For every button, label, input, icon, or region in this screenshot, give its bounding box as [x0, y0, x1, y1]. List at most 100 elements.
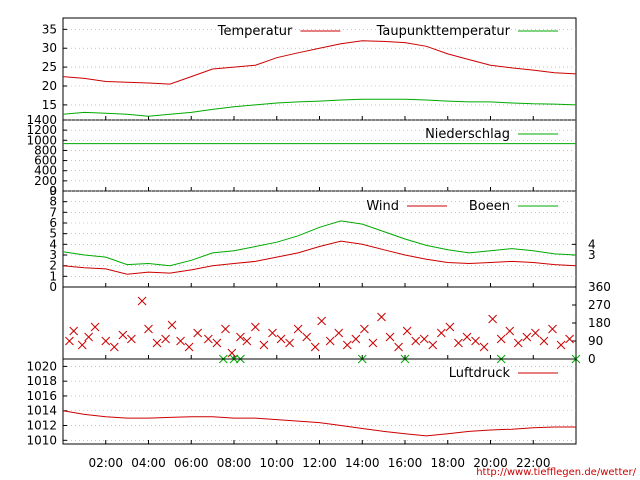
data-point — [285, 338, 294, 348]
data-point — [90, 322, 100, 332]
panel-wind-direction: 0 90 180 270 360 — [62, 280, 611, 366]
credit-link[interactable]: http://www.tiefflegen.de/wetter/ — [476, 467, 636, 478]
data-point — [268, 328, 277, 338]
data-point — [419, 334, 429, 344]
y-right-tick-label: 360 — [588, 280, 611, 294]
data-point — [84, 332, 94, 342]
data-point — [505, 326, 515, 336]
data-point — [203, 334, 213, 344]
data-point — [212, 338, 222, 348]
y-tick-label: 1400 — [26, 113, 57, 127]
data-point — [471, 336, 480, 346]
data-point — [479, 342, 489, 352]
y-right-tick-label: 180 — [588, 316, 611, 330]
data-point — [144, 324, 153, 334]
y-tick-label: 1010 — [26, 433, 57, 447]
x-tick-label: 08:00 — [217, 456, 252, 470]
data-point — [462, 332, 472, 342]
panel-temperature: 15 20 25 30 35 Taupunkttemperatur Temperatur — [42, 17, 577, 121]
y-tick-label: 30 — [42, 41, 57, 55]
y-tick-label: 25 — [42, 60, 57, 74]
y-tick-label: 0 — [49, 184, 57, 198]
y-tick-label: 1200 — [26, 123, 57, 137]
x-tick-label: 20:00 — [473, 456, 508, 470]
x-tick-label: 02:00 — [88, 456, 123, 470]
x-tick-label: 06:00 — [174, 456, 209, 470]
data-point — [351, 334, 361, 344]
y-tick-label: 15 — [42, 98, 57, 112]
data-point — [227, 348, 237, 358]
data-point — [77, 340, 87, 350]
data-point — [242, 336, 252, 346]
legend-label: Boeen — [469, 199, 510, 214]
data-point — [118, 330, 128, 340]
x-tick-label: 16:00 — [388, 456, 423, 470]
data-point — [411, 336, 421, 346]
data-point — [127, 334, 136, 344]
y-tick-label: 1018 — [26, 374, 57, 388]
y-tick-label: 1012 — [26, 419, 57, 433]
legend-label: Wind — [366, 199, 399, 214]
data-point — [167, 320, 177, 330]
data-point — [436, 328, 446, 338]
data-point — [565, 334, 574, 344]
y-tick-label: 5 — [49, 227, 57, 241]
y-tick-label: 1020 — [26, 359, 57, 373]
y-tick-label: 20 — [42, 79, 57, 93]
data-point — [394, 342, 403, 352]
series-line — [62, 40, 577, 85]
y-right-tick-label: 4 — [588, 237, 596, 251]
x-tick-label: 18:00 — [430, 456, 465, 470]
data-point — [302, 332, 312, 342]
data-point — [360, 324, 369, 334]
data-point — [454, 338, 463, 348]
x-tick-label: 22:00 — [516, 456, 551, 470]
y-tick-label: 9 — [49, 184, 57, 198]
y-right-tick-label: 90 — [588, 334, 603, 348]
data-point — [325, 336, 335, 346]
y-tick-label: 0 — [49, 280, 57, 294]
y-right-tick-label: 3 — [588, 248, 596, 262]
legend-label: Temperatur — [217, 24, 293, 39]
data-point — [368, 338, 378, 348]
data-point — [445, 322, 455, 332]
x-tick-label: 10:00 — [259, 456, 294, 470]
y-tick-label: 2 — [49, 259, 57, 273]
data-point — [522, 332, 532, 342]
data-point — [293, 324, 303, 334]
legend-label: Niederschlag — [425, 127, 510, 142]
data-point — [184, 342, 194, 352]
data-point — [539, 336, 549, 346]
data-point — [276, 334, 286, 344]
data-point — [137, 296, 147, 306]
y-tick-label: 400 — [34, 164, 57, 178]
data-point — [259, 340, 269, 350]
series-line — [62, 220, 577, 267]
data-point — [152, 338, 162, 348]
y-tick-label: 1014 — [26, 404, 57, 418]
series-line — [62, 410, 576, 437]
y-tick-label: 800 — [34, 143, 57, 157]
y-tick-label: 1000 — [26, 133, 57, 147]
data-point — [65, 336, 74, 346]
series-line — [62, 98, 577, 117]
legend-label: Taupunkttemperatur — [376, 24, 511, 39]
y-right-tick-label: 270 — [588, 298, 611, 312]
data-point — [334, 328, 344, 338]
data-point — [69, 326, 79, 336]
data-point — [161, 334, 170, 344]
data-point — [556, 340, 566, 350]
data-point — [193, 328, 203, 338]
y-tick-label: 1016 — [26, 389, 57, 403]
y-tick-label: 6 — [49, 216, 57, 230]
series-line — [62, 240, 577, 275]
y-tick-label: 7 — [49, 205, 57, 219]
data-point — [236, 332, 245, 342]
time-axis: 02:00 04:00 06:00 08:00 10:00 12:00 14:00 16:00… — [88, 456, 550, 470]
data-point — [221, 324, 230, 334]
x-tick-label: 12:00 — [302, 456, 337, 470]
